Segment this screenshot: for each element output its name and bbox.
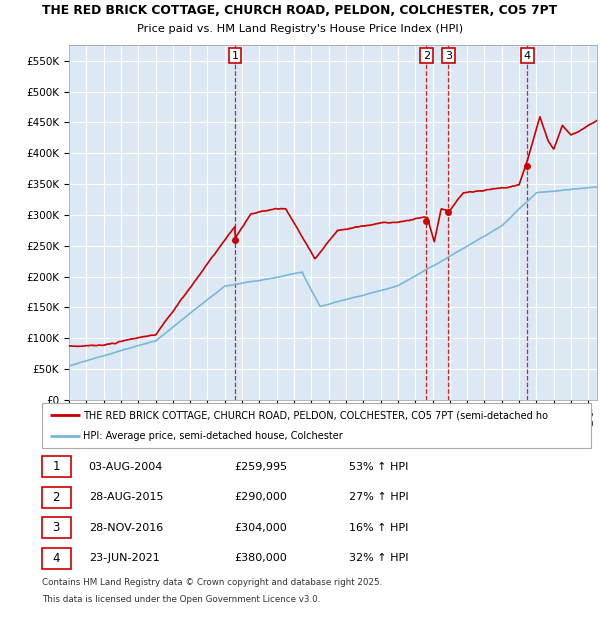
Text: £290,000: £290,000 [234,492,287,502]
Text: £380,000: £380,000 [234,553,287,563]
Text: 28-AUG-2015: 28-AUG-2015 [89,492,163,502]
FancyBboxPatch shape [42,548,71,569]
Text: 23-JUN-2021: 23-JUN-2021 [89,553,160,563]
Text: 4: 4 [53,552,60,565]
Text: 3: 3 [445,51,452,61]
Text: 2: 2 [423,51,430,61]
Text: 2: 2 [53,490,60,503]
Text: £259,995: £259,995 [234,462,287,472]
Text: 4: 4 [524,51,531,61]
FancyBboxPatch shape [42,456,71,477]
Text: HPI: Average price, semi-detached house, Colchester: HPI: Average price, semi-detached house,… [83,430,343,441]
Text: 03-AUG-2004: 03-AUG-2004 [89,462,163,472]
Text: This data is licensed under the Open Government Licence v3.0.: This data is licensed under the Open Gov… [42,595,320,604]
Text: 32% ↑ HPI: 32% ↑ HPI [349,553,409,563]
Text: 3: 3 [53,521,60,534]
Text: Contains HM Land Registry data © Crown copyright and database right 2025.: Contains HM Land Registry data © Crown c… [42,578,382,587]
Text: Price paid vs. HM Land Registry's House Price Index (HPI): Price paid vs. HM Land Registry's House … [137,24,463,33]
Text: 1: 1 [53,460,60,473]
FancyBboxPatch shape [42,517,71,538]
Text: 27% ↑ HPI: 27% ↑ HPI [349,492,409,502]
Text: 1: 1 [232,51,238,61]
Text: £304,000: £304,000 [234,523,287,533]
Text: 28-NOV-2016: 28-NOV-2016 [89,523,163,533]
FancyBboxPatch shape [42,487,71,508]
FancyBboxPatch shape [42,403,591,448]
Text: 53% ↑ HPI: 53% ↑ HPI [349,462,409,472]
Text: 16% ↑ HPI: 16% ↑ HPI [349,523,409,533]
Text: THE RED BRICK COTTAGE, CHURCH ROAD, PELDON, COLCHESTER, CO5 7PT (semi-detached h: THE RED BRICK COTTAGE, CHURCH ROAD, PELD… [83,410,548,420]
Text: THE RED BRICK COTTAGE, CHURCH ROAD, PELDON, COLCHESTER, CO5 7PT: THE RED BRICK COTTAGE, CHURCH ROAD, PELD… [43,4,557,17]
